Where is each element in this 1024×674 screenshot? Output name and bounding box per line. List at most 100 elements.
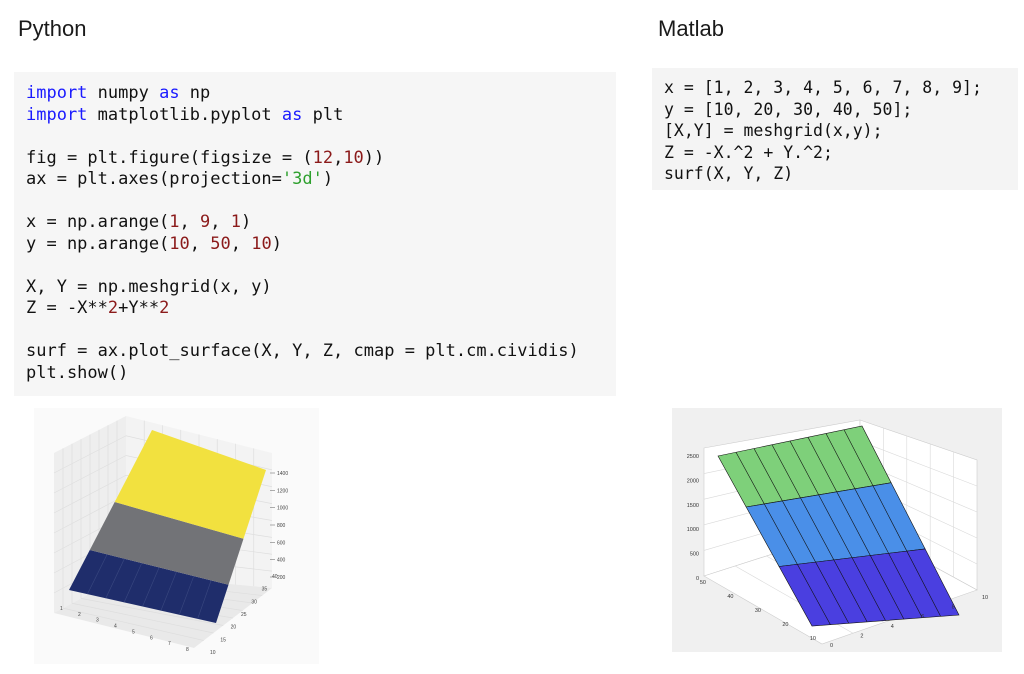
x-tick-label: 4 xyxy=(891,624,894,630)
code-token: np xyxy=(179,83,211,103)
mesh-line xyxy=(807,437,905,620)
matlab-code-block: x = [1, 2, 3, 4, 5, 6, 7, 8, 9]; y = [10,… xyxy=(652,68,1018,190)
python-code-line: fig = plt.figure(figsize = (12,10)) xyxy=(26,148,616,170)
grid-line xyxy=(80,598,224,626)
code-token: 50 xyxy=(210,233,231,254)
y-tick-label: 35 xyxy=(262,587,268,593)
code-token: , xyxy=(210,212,231,232)
z-tick-label: 0 xyxy=(696,576,699,582)
mesh-line xyxy=(87,554,108,595)
matlab-code-line: x = [1, 2, 3, 4, 5, 6, 7, 8, 9]; xyxy=(664,78,982,97)
python-heading: Python xyxy=(18,16,87,41)
z-tick-label: 200 xyxy=(277,575,286,581)
code-token: matplotlib.pyplot xyxy=(87,104,282,125)
x-tick-label: 2 xyxy=(860,633,863,639)
y-tick-label: 15 xyxy=(220,637,226,643)
code-token: 9 xyxy=(200,212,211,232)
y-tick-label: 50 xyxy=(700,580,706,586)
code-token: , xyxy=(189,233,211,254)
y-tick-label: 40 xyxy=(272,574,278,580)
python-code-line: X, Y = np.meshgrid(x, y) xyxy=(26,277,616,299)
code-token: ) xyxy=(241,212,252,232)
mesh-line xyxy=(771,444,868,623)
python-surface-plot: 200 400 600 800 1000 1200 1400 1 2 3 4 5 6 7 8 10 15 20 25… xyxy=(34,408,319,664)
z-tick-label: 2000 xyxy=(687,478,699,484)
code-token: as xyxy=(159,83,180,103)
code-token: fig = plt.figure(figsize = ( xyxy=(26,147,313,168)
mesh-line xyxy=(735,452,831,625)
python-code-line: x = np.arange(1, 9, 1) xyxy=(26,212,616,234)
code-token: y = np.arange( xyxy=(26,233,170,254)
python-code-line xyxy=(26,255,616,277)
python-code-line: Z = -X**2+Y**2 xyxy=(26,298,616,320)
x-tick-label: 7 xyxy=(168,641,171,647)
grid-line xyxy=(53,494,127,534)
grid-line xyxy=(62,607,204,641)
python-code-line xyxy=(26,126,616,148)
z-tick-label: 600 xyxy=(277,540,286,546)
python-code-line: surf = ax.plot_surface(X, Y, Z, cmap = p… xyxy=(26,341,616,363)
code-token: ) xyxy=(271,233,282,254)
code-token: , xyxy=(333,147,344,168)
x-tick-label: 8 xyxy=(186,647,189,653)
code-token: 2 xyxy=(159,298,170,318)
mesh-line xyxy=(142,567,160,607)
x-tick-label: 0 xyxy=(830,643,833,649)
x-tick-label: 6 xyxy=(921,614,924,620)
z-tick-label: 1500 xyxy=(687,503,699,509)
y-tick-label: 20 xyxy=(782,622,788,628)
python-code-block: import numpy as np import matplotlib.pypl… xyxy=(14,72,616,396)
z-tick-label: 1200 xyxy=(277,488,288,494)
z-tick-label: 1400 xyxy=(277,471,288,477)
z-tick-label: 800 xyxy=(277,523,286,529)
code-token: X, Y = np.meshgrid(x, y) xyxy=(26,276,272,297)
code-token: import xyxy=(26,104,88,125)
code-token: +Y** xyxy=(118,298,160,318)
mesh-line xyxy=(843,429,941,617)
y-tick-label: 40 xyxy=(727,594,733,600)
code-token: )) xyxy=(363,147,385,168)
x-tick-label: 2 xyxy=(78,612,81,618)
z-tick-label: 1000 xyxy=(687,527,699,533)
z-tick-label: 1000 xyxy=(277,506,288,512)
code-token: as xyxy=(281,104,303,125)
matlab-code-line: y = [10, 20, 30, 40, 50]; xyxy=(664,99,913,119)
code-token: 2 xyxy=(107,298,119,318)
code-token: , xyxy=(179,212,201,232)
grid-line xyxy=(53,455,127,494)
surface-band xyxy=(778,548,960,627)
y-tick-label: 10 xyxy=(210,650,216,656)
mesh-line xyxy=(160,571,177,611)
code-token: 12 xyxy=(312,147,334,168)
code-token: 10 xyxy=(343,147,364,168)
grid-line xyxy=(859,440,978,487)
surface-band xyxy=(89,502,244,585)
code-token: Z = -X** xyxy=(26,298,108,318)
y-tick-label: 25 xyxy=(241,612,247,618)
mesh-line xyxy=(178,575,195,615)
mesh-line xyxy=(825,433,923,618)
code-token: import xyxy=(26,83,88,103)
mesh-line xyxy=(789,440,886,621)
python-code-line: import matplotlib.pyplot as plt xyxy=(26,105,616,127)
grid-line xyxy=(71,602,214,634)
code-token: ) xyxy=(322,169,334,189)
grid-line xyxy=(53,474,127,514)
z-tick-label: 500 xyxy=(690,552,699,558)
matlab-code-line: [X,Y] = meshgrid(x,y); xyxy=(664,121,883,140)
y-tick-label: 20 xyxy=(231,625,237,631)
python-surface-svg: 200 400 600 800 1000 1200 1400 1 2 3 4 5 6 7 8 10 15 20 25… xyxy=(53,416,288,656)
matlab-surface-plot: 0 500 1000 1500 2000 2500 10 20 30 40 50 0 2 4 6 8 10 xyxy=(672,408,1002,652)
python-code-line xyxy=(26,320,616,342)
grid-line xyxy=(53,435,127,474)
code-token: 10 xyxy=(169,233,190,254)
python-code-line: y = np.arange(10, 50, 10) xyxy=(26,234,616,256)
code-token: numpy xyxy=(87,83,160,103)
code-token: '3d' xyxy=(281,169,323,189)
python-code-line xyxy=(26,191,616,213)
surface-band xyxy=(69,550,229,623)
mesh-line xyxy=(105,558,125,599)
code-token: plt.show() xyxy=(26,362,129,383)
x-tick-label: 10 xyxy=(982,595,988,601)
